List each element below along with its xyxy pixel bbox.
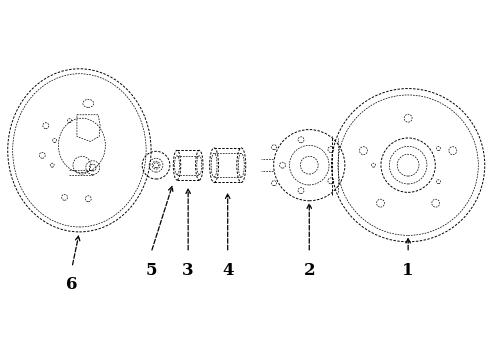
Text: 6: 6 (66, 276, 78, 293)
Text: 4: 4 (222, 262, 233, 279)
Text: 2: 2 (303, 262, 315, 279)
Text: 3: 3 (182, 262, 194, 279)
Text: 5: 5 (146, 262, 157, 279)
Text: 1: 1 (402, 262, 414, 279)
